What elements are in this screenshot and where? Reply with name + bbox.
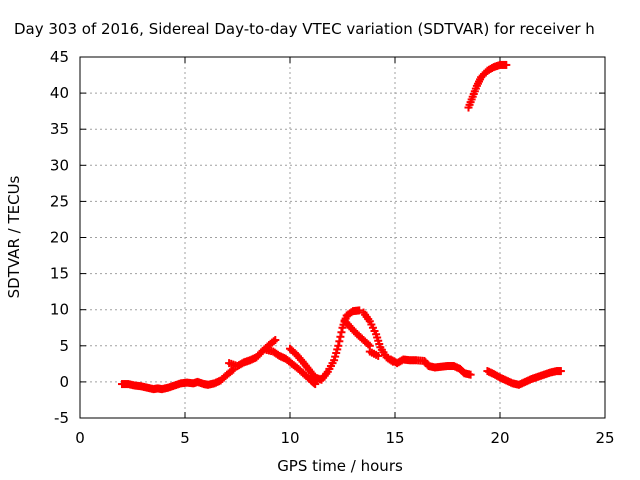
data-point (364, 340, 373, 349)
data-point (271, 336, 280, 345)
data-marks (118, 60, 565, 394)
x-axis-label: GPS time / hours (277, 457, 403, 475)
chart-title: Day 303 of 2016, Sidereal Day-to-day VTE… (14, 20, 595, 38)
y-tick-label: 0 (59, 373, 69, 391)
data-point (374, 351, 383, 360)
y-tick-label: 10 (50, 301, 69, 319)
data-point (466, 370, 475, 379)
data-point (355, 306, 364, 315)
x-tick-label: 20 (490, 429, 509, 447)
grid (80, 57, 605, 418)
axis-ticks: 0 5 10 15 20 25 -5 0 5 10 15 20 25 30 35 40 45 (50, 48, 615, 447)
y-axis-label: SDTVAR / TECUs (5, 175, 23, 298)
y-tick-label: 30 (50, 156, 69, 174)
y-tick-label: 20 (50, 229, 69, 247)
x-tick-label: 0 (75, 429, 85, 447)
data-point (269, 337, 278, 346)
data-point (334, 341, 343, 350)
x-tick-label: 10 (280, 429, 299, 447)
y-tick-label: 35 (50, 120, 69, 138)
data-point (227, 366, 236, 375)
data-point (336, 332, 345, 341)
y-tick-label: 5 (59, 337, 69, 355)
data-point (502, 60, 511, 69)
y-tick-label: 45 (50, 48, 69, 66)
y-tick-label: 25 (50, 192, 69, 210)
y-tick-label: 15 (50, 265, 69, 283)
y-tick-label: -5 (54, 409, 69, 427)
data-point (556, 367, 565, 376)
x-tick-label: 5 (180, 429, 190, 447)
x-tick-label: 15 (385, 429, 404, 447)
data-point (335, 337, 344, 346)
y-tick-label: 40 (50, 84, 69, 102)
data-point (337, 328, 346, 337)
x-tick-label: 25 (595, 429, 614, 447)
